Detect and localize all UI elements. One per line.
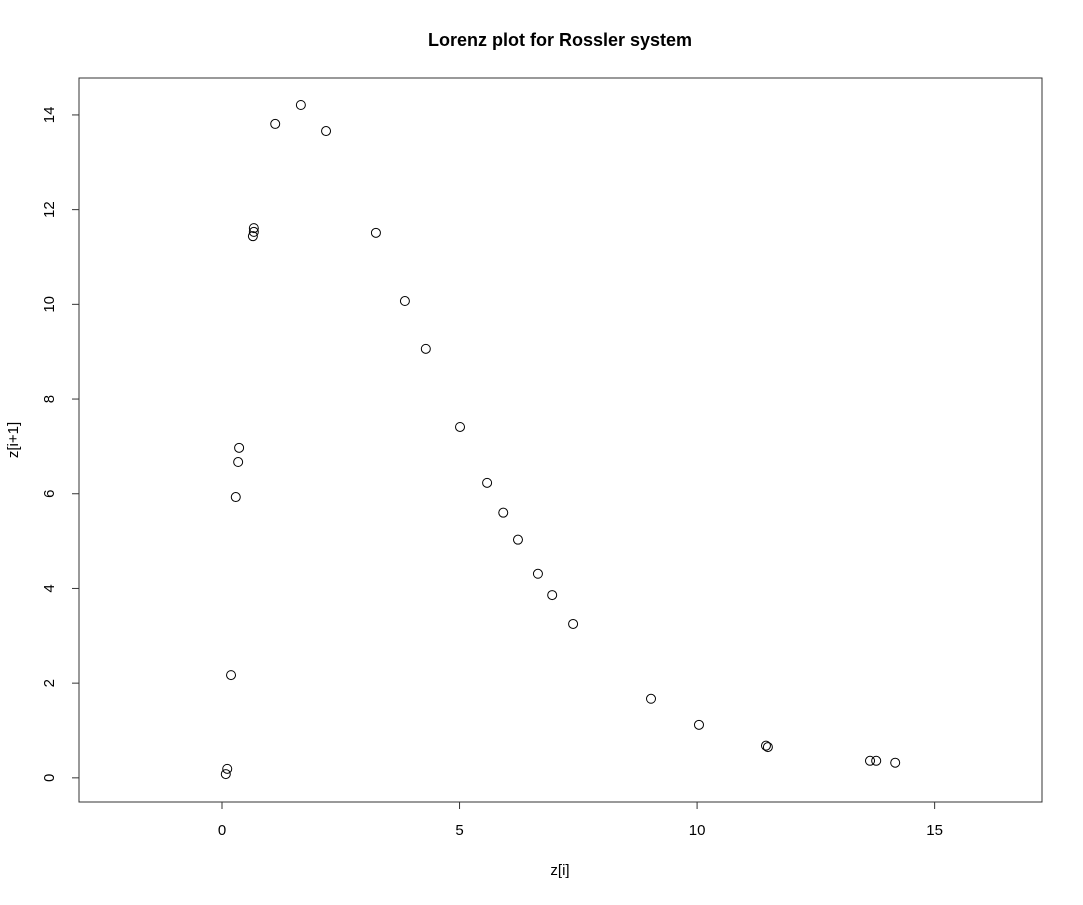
point [248,226,259,237]
point [482,477,493,488]
point [512,534,523,545]
point [568,618,579,629]
y-tick-label: 8 [41,395,58,403]
y-tick-label: 6 [41,490,58,498]
point [230,492,241,503]
point [220,769,231,780]
y-tick-label: 12 [41,201,58,218]
point [646,693,657,704]
point [399,296,410,307]
y-tick-label: 0 [41,774,58,782]
point [760,740,771,751]
point [693,719,704,730]
x-tick-label: 0 [218,822,226,839]
point [890,757,901,768]
x-tick-label: 10 [689,822,706,839]
y-axis-label: z[i+1] [5,422,22,458]
point [762,742,773,753]
point [547,590,558,601]
x-axis-label: z[i] [550,862,569,879]
point [233,457,244,468]
y-tick-label: 4 [41,584,58,592]
point [248,223,259,234]
point [321,126,332,137]
x-tick-label: 15 [926,822,943,839]
point [865,755,876,766]
point [420,343,431,354]
point [247,231,258,242]
point [532,568,543,579]
point [370,227,381,238]
point [226,670,237,681]
y-tick-label: 2 [41,679,58,687]
point [234,442,245,453]
point [455,421,466,432]
y-tick-label: 10 [41,296,58,313]
point [295,99,306,110]
chart-title: Lorenz plot for Rossler system [428,30,692,50]
x-tick-label: 5 [455,822,463,839]
point [498,507,509,518]
plot-frame [78,77,1043,803]
y-tick-label: 14 [41,107,58,124]
point [270,118,281,129]
point [222,763,233,774]
point [871,755,882,766]
